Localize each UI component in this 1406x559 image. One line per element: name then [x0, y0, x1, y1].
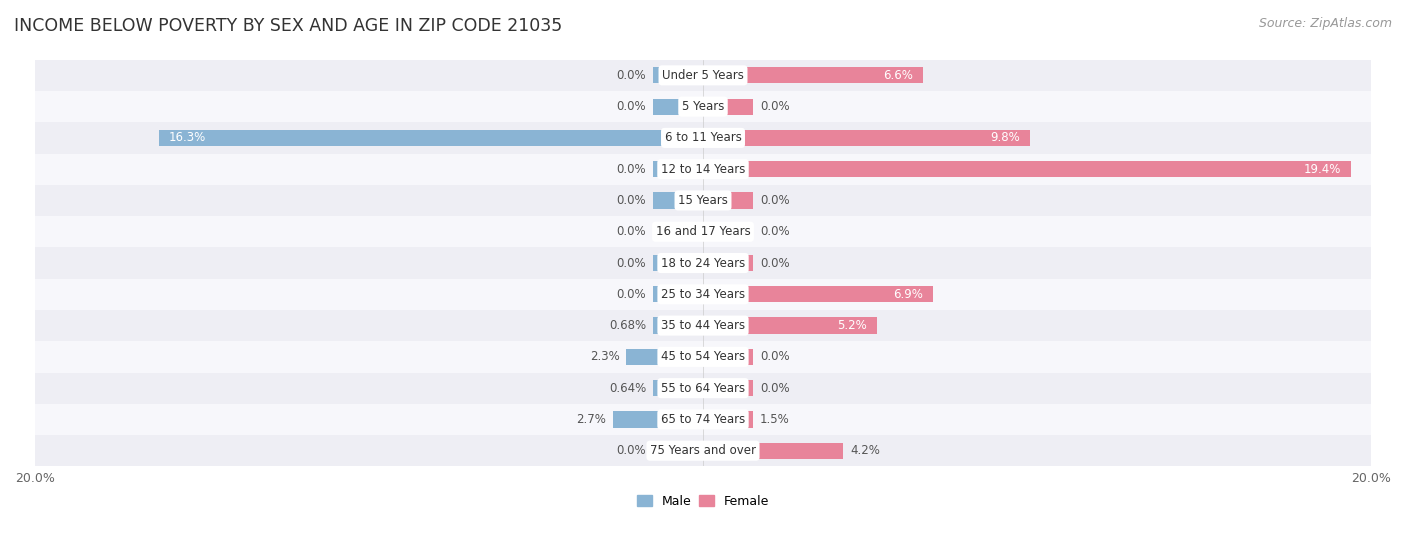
- Bar: [35, 279, 1371, 310]
- Text: 0.0%: 0.0%: [759, 257, 789, 269]
- Text: 55 to 64 Years: 55 to 64 Years: [661, 382, 745, 395]
- Text: 0.0%: 0.0%: [617, 288, 647, 301]
- Bar: [652, 318, 703, 334]
- Bar: [652, 255, 703, 271]
- Text: 16 and 17 Years: 16 and 17 Years: [655, 225, 751, 238]
- Bar: [35, 60, 1371, 91]
- Bar: [652, 286, 703, 302]
- Bar: [703, 192, 754, 209]
- Text: 1.5%: 1.5%: [759, 413, 790, 426]
- Text: 0.0%: 0.0%: [617, 163, 647, 176]
- Bar: [35, 216, 1371, 248]
- Bar: [703, 318, 877, 334]
- Text: 0.0%: 0.0%: [759, 225, 789, 238]
- Text: 0.0%: 0.0%: [759, 350, 789, 363]
- Text: 0.68%: 0.68%: [609, 319, 647, 332]
- Text: INCOME BELOW POVERTY BY SEX AND AGE IN ZIP CODE 21035: INCOME BELOW POVERTY BY SEX AND AGE IN Z…: [14, 17, 562, 35]
- Bar: [35, 91, 1371, 122]
- Bar: [35, 372, 1371, 404]
- Bar: [652, 161, 703, 177]
- Text: 75 Years and over: 75 Years and over: [650, 444, 756, 457]
- Bar: [703, 349, 754, 365]
- Bar: [703, 161, 1351, 177]
- Text: 0.64%: 0.64%: [609, 382, 647, 395]
- Text: 0.0%: 0.0%: [617, 194, 647, 207]
- Bar: [703, 286, 934, 302]
- Bar: [35, 404, 1371, 435]
- Bar: [35, 185, 1371, 216]
- Bar: [652, 67, 703, 83]
- Text: 0.0%: 0.0%: [617, 100, 647, 113]
- Text: 5.2%: 5.2%: [837, 319, 866, 332]
- Text: 65 to 74 Years: 65 to 74 Years: [661, 413, 745, 426]
- Bar: [652, 192, 703, 209]
- Text: 5 Years: 5 Years: [682, 100, 724, 113]
- Legend: Male, Female: Male, Female: [631, 490, 775, 513]
- Text: 16.3%: 16.3%: [169, 131, 205, 144]
- Bar: [703, 98, 754, 115]
- Text: 12 to 14 Years: 12 to 14 Years: [661, 163, 745, 176]
- Text: 45 to 54 Years: 45 to 54 Years: [661, 350, 745, 363]
- Text: 0.0%: 0.0%: [617, 69, 647, 82]
- Bar: [613, 411, 703, 428]
- Text: 9.8%: 9.8%: [991, 131, 1021, 144]
- Text: 18 to 24 Years: 18 to 24 Years: [661, 257, 745, 269]
- Bar: [652, 380, 703, 396]
- Text: 6.9%: 6.9%: [894, 288, 924, 301]
- Text: Under 5 Years: Under 5 Years: [662, 69, 744, 82]
- Bar: [703, 224, 754, 240]
- Text: 0.0%: 0.0%: [617, 257, 647, 269]
- Bar: [703, 255, 754, 271]
- Text: 0.0%: 0.0%: [617, 444, 647, 457]
- Bar: [35, 341, 1371, 372]
- Text: 19.4%: 19.4%: [1303, 163, 1341, 176]
- Bar: [35, 435, 1371, 466]
- Bar: [35, 248, 1371, 279]
- Bar: [652, 443, 703, 459]
- Text: 2.3%: 2.3%: [589, 350, 620, 363]
- Text: 15 Years: 15 Years: [678, 194, 728, 207]
- Text: 6.6%: 6.6%: [883, 69, 914, 82]
- Bar: [35, 154, 1371, 185]
- Bar: [703, 443, 844, 459]
- Bar: [703, 380, 754, 396]
- Text: 2.7%: 2.7%: [576, 413, 606, 426]
- Bar: [652, 224, 703, 240]
- Bar: [703, 411, 754, 428]
- Bar: [159, 130, 703, 146]
- Bar: [35, 310, 1371, 341]
- Text: 25 to 34 Years: 25 to 34 Years: [661, 288, 745, 301]
- Text: 4.2%: 4.2%: [851, 444, 880, 457]
- Text: Source: ZipAtlas.com: Source: ZipAtlas.com: [1258, 17, 1392, 30]
- Text: 0.0%: 0.0%: [617, 225, 647, 238]
- Text: 0.0%: 0.0%: [759, 100, 789, 113]
- Bar: [652, 98, 703, 115]
- Text: 35 to 44 Years: 35 to 44 Years: [661, 319, 745, 332]
- Text: 6 to 11 Years: 6 to 11 Years: [665, 131, 741, 144]
- Bar: [703, 67, 924, 83]
- Text: 0.0%: 0.0%: [759, 382, 789, 395]
- Bar: [35, 122, 1371, 154]
- Text: 0.0%: 0.0%: [759, 194, 789, 207]
- Bar: [703, 130, 1031, 146]
- Bar: [626, 349, 703, 365]
